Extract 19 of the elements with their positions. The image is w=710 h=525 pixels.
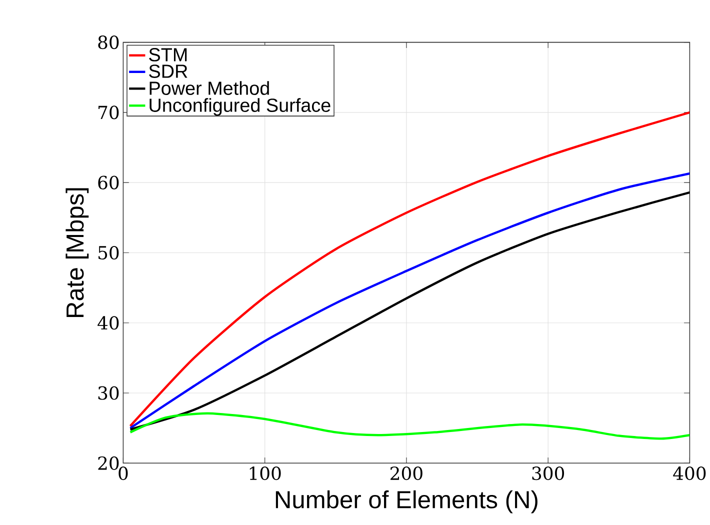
legend-label: Power Method (150, 81, 269, 96)
x-tick-label: 0 (118, 466, 128, 480)
line-series (129, 412, 690, 440)
legend-label: STM (149, 48, 187, 62)
x-axis-title: Number of Elements (N) (276, 490, 538, 514)
y-tick-label: 70 (98, 106, 119, 120)
y-tick-label: 50 (98, 246, 119, 260)
y-tick-label: 80 (98, 36, 119, 50)
y-tick-label: 20 (98, 456, 119, 470)
legend-label: Unconfigured Surface (150, 98, 330, 116)
y-axis-title: Rate [Mbps] (66, 188, 89, 318)
y-tick-label: 40 (98, 316, 119, 330)
x-tick-label: 400 (673, 466, 706, 480)
legend-label: SDR (149, 64, 188, 78)
x-tick-label: 200 (390, 466, 422, 480)
y-tick-label: 30 (98, 386, 119, 400)
x-tick-label: 300 (532, 466, 564, 480)
x-tick-label: 100 (250, 466, 281, 480)
y-tick-label: 60 (98, 176, 119, 190)
